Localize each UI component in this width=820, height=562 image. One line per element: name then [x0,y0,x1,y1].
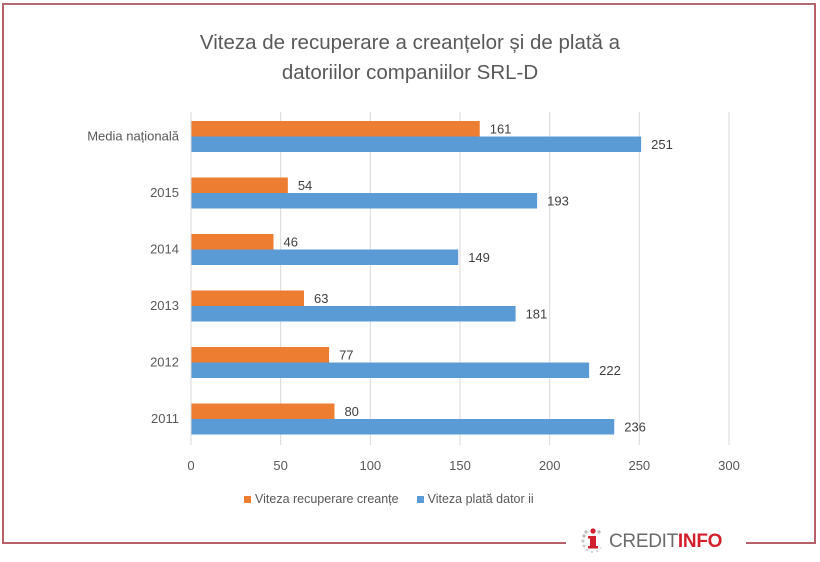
legend-swatch-orange [244,495,251,503]
x-tick-label: 300 [718,458,740,473]
data-label: 63 [314,291,328,306]
x-tick-label: 200 [539,458,561,473]
legend-swatch-blue [416,495,424,503]
x-tick-label: 150 [449,458,471,473]
legend-label: Viteza recuperare creanțe [255,492,399,506]
x-tick-label: 100 [359,458,381,473]
legend-item-plata[interactable]: Viteza plată dator ii [416,492,534,506]
logo-text-credit: CREDIT [609,531,678,552]
data-label: 80 [344,404,358,419]
bar-plata [191,136,642,152]
bar-plata [191,249,459,265]
data-label: 54 [298,178,312,193]
data-label: 77 [339,348,353,363]
bar-recuperare [191,121,480,137]
bar-plata [191,362,590,378]
data-label: 181 [526,307,548,322]
bar-recuperare [191,403,335,419]
y-category-label: 2011 [151,411,179,426]
data-label: 46 [283,235,297,250]
bar-plata [191,419,615,435]
data-label: 149 [468,250,490,265]
data-label: 193 [547,194,569,209]
x-tick-label: 50 [273,458,287,473]
bar-recuperare [191,177,288,193]
x-tick-label: 0 [187,458,194,473]
x-tick-label: 250 [628,458,650,473]
creditinfo-wordmark: CREDITINFO [609,531,722,553]
legend-label: Viteza plată dator ii [427,492,534,506]
bar-plata [191,193,538,209]
y-category-label: 2015 [150,185,179,200]
logo-text-info: INFO [677,531,723,552]
bar-recuperare [191,347,330,363]
y-category-label: 2014 [150,242,179,257]
bar-plata [191,306,516,322]
data-label: 236 [624,420,646,435]
creditinfo-logo: CREDITINFO [580,526,722,558]
chart-title-line-2: datoriilor companiilor SRL-D [281,61,539,84]
y-category-label: 2013 [150,298,179,313]
chart-title-line-1: Viteza de recuperare a creanțelor și de … [199,31,621,54]
bar-recuperare [191,234,274,250]
data-label: 161 [490,122,512,137]
y-category-label: Media națională [87,129,180,144]
y-category-label: 2012 [150,355,179,370]
chart-frame [2,3,816,544]
data-label: 222 [599,363,621,378]
bar-recuperare [191,290,304,306]
frame-logo-gap [566,538,746,552]
legend-item-recuperare[interactable]: Viteza recuperare creanțe [244,492,399,506]
creditinfo-i-icon [580,527,606,557]
data-label: 251 [651,137,673,152]
chart-title: Viteza de recuperare a creanțelor și de … [0,28,780,88]
legend: Viteza recuperare creanțe Viteza plată d… [244,492,534,506]
